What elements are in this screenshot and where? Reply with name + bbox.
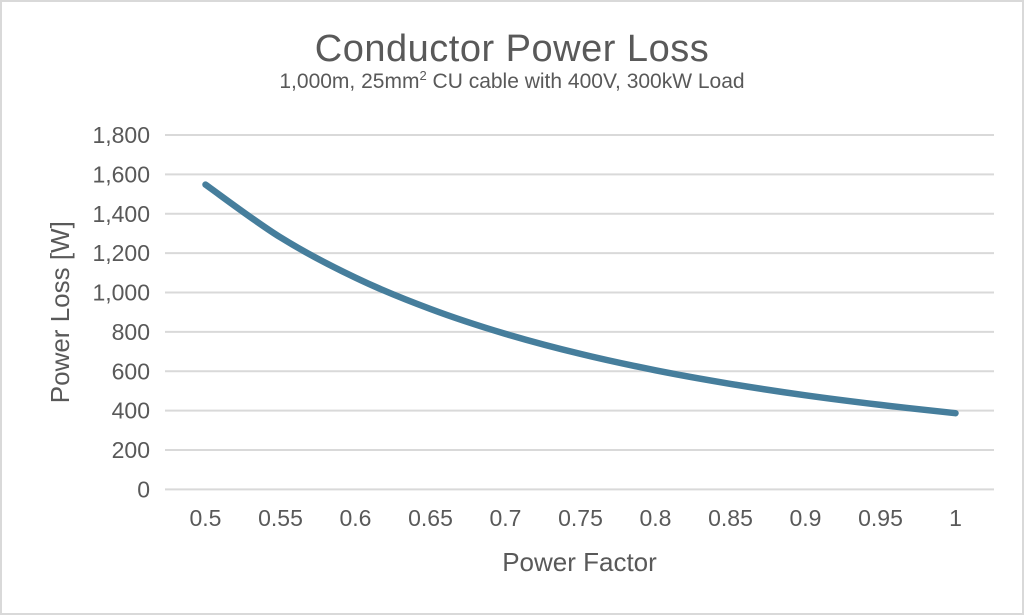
chart-title: Conductor Power Loss bbox=[314, 28, 710, 70]
x-axis-tick-label: 0.95 bbox=[858, 505, 903, 531]
x-axis-tick-label: 0.75 bbox=[558, 505, 603, 531]
x-axis-tick-label: 0.8 bbox=[640, 505, 672, 531]
x-axis-tick-label: 0.6 bbox=[340, 505, 372, 531]
x-axis-tick-label: 0.65 bbox=[408, 505, 453, 531]
y-axis-tick-label: 400 bbox=[112, 398, 150, 424]
y-axis-tick-label: 1,400 bbox=[92, 201, 150, 227]
x-axis-tick-label: 0.7 bbox=[490, 505, 522, 531]
y-axis-tick-label: 200 bbox=[112, 437, 150, 463]
x-axis-title: Power Factor bbox=[502, 547, 657, 577]
subtitle-text-suffix: CU cable with 400V, 300kW Load bbox=[426, 70, 745, 93]
y-axis-tick-label: 600 bbox=[112, 358, 150, 384]
power-loss-series-line bbox=[202, 181, 959, 417]
y-axis-title: Power Loss [W] bbox=[45, 221, 75, 403]
x-axis-tick-label: 0.5 bbox=[190, 505, 222, 531]
subtitle-superscript: 2 bbox=[419, 68, 427, 83]
subtitle-text: 1,000m, 25mm bbox=[279, 70, 420, 93]
y-axis-tick-label: 800 bbox=[112, 319, 150, 345]
y-axis-tick-label: 1,800 bbox=[92, 122, 150, 148]
y-axis-tick-label: 1,000 bbox=[92, 280, 150, 306]
y-axis-tick-label: 1,200 bbox=[92, 240, 150, 266]
x-axis-tick-label: 1 bbox=[949, 505, 962, 531]
x-axis-tick-label: 0.85 bbox=[708, 505, 753, 531]
y-axis-tick-label: 0 bbox=[137, 476, 150, 502]
y-axis-tick-label: 1,600 bbox=[92, 161, 150, 187]
chart-subtitle: 1,000m, 25mm2 CU cable with 400V, 300kW … bbox=[2, 69, 1022, 94]
x-axis-tick-label: 0.55 bbox=[258, 505, 303, 531]
x-axis-tick-label: 0.9 bbox=[790, 505, 822, 531]
